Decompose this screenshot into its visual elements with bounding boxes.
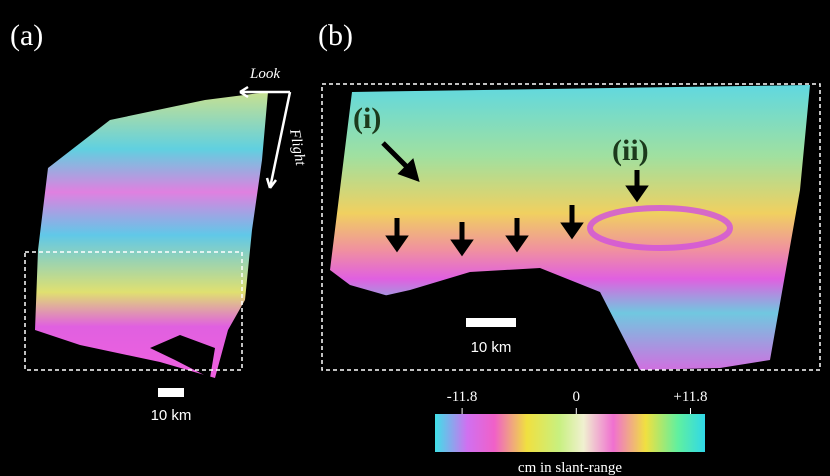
- look-label: Look: [249, 66, 280, 82]
- colorbar-label: cm in slant-range: [518, 460, 622, 476]
- colorbar: [435, 414, 705, 452]
- panel-label: (a): [10, 19, 43, 52]
- colorbar-tick-label: +11.8: [673, 389, 707, 405]
- figure: (a) Look Flight 10 km (b) (i) (ii) 10 km…: [0, 0, 830, 476]
- scale-bar: [466, 318, 516, 327]
- scale-label: 10 km: [151, 407, 192, 424]
- marker-label: (i): [353, 102, 381, 135]
- panel-label: (b): [318, 19, 353, 52]
- scale-label: 10 km: [471, 339, 512, 356]
- colorbar-tick-label: -11.8: [447, 389, 478, 405]
- colorbar-tick-label: 0: [573, 389, 581, 405]
- scale-bar: [158, 388, 184, 397]
- marker-label: (ii): [612, 134, 649, 167]
